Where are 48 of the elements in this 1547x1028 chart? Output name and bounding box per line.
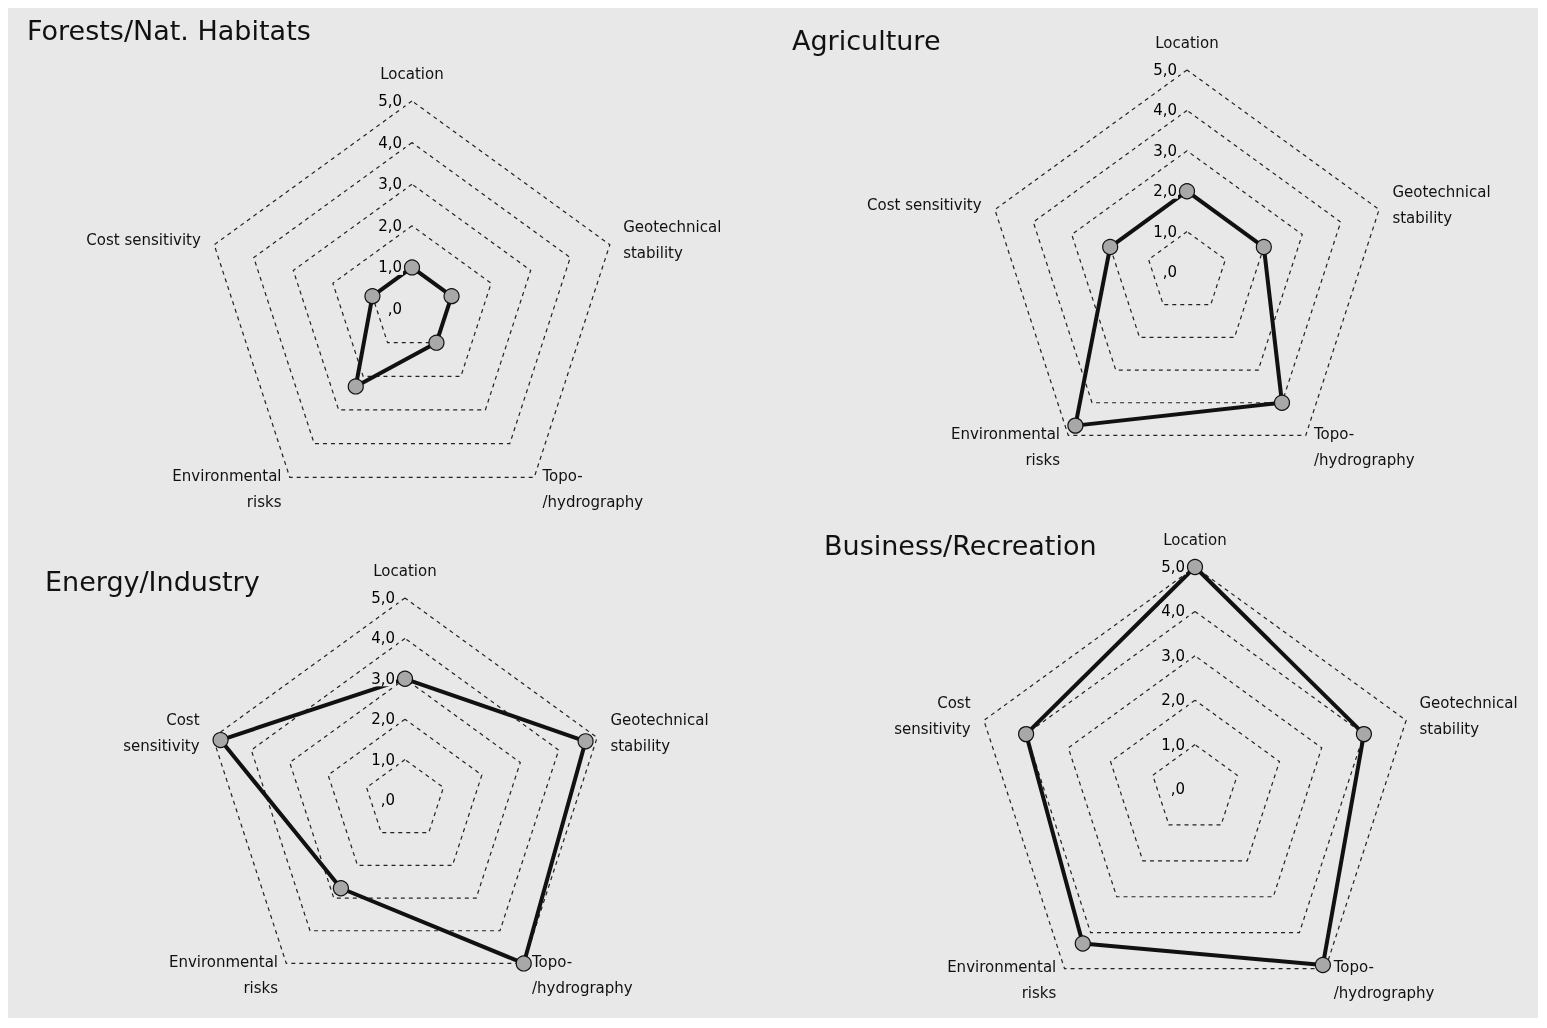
y-tick-label: ,0	[380, 791, 395, 809]
spoke-label: Location	[380, 65, 444, 83]
spoke-label: Environmental risks	[172, 466, 282, 511]
y-tick-label: 3,0	[1153, 141, 1177, 160]
spoke-label: Location	[373, 562, 437, 580]
chart-title: Business/Recreation	[824, 530, 1097, 561]
spoke-label: Geotechnical stability	[610, 711, 709, 756]
y-tick-label: 1,0	[1161, 735, 1185, 754]
y-tick-label: 3,0	[371, 669, 395, 688]
y-tick-label: ,0	[1162, 263, 1177, 281]
y-tick-label: 3,0	[1161, 646, 1185, 665]
spoke-label: Environmental risks	[168, 952, 279, 997]
y-tick-label: 5,0	[1153, 61, 1177, 79]
spoke-label: Topo- /hydrography	[1312, 424, 1415, 469]
spoke-label: Location	[1163, 531, 1227, 549]
y-tick-label: 1,0	[378, 258, 402, 277]
y-tick-label: 1,0	[1153, 222, 1177, 241]
y-tick-label: 3,0	[378, 175, 402, 194]
y-tick-label: 2,0	[378, 216, 402, 235]
spoke-label: Geotechnical stability	[1392, 183, 1491, 228]
spoke-label: Topo- /hydrography	[1332, 957, 1435, 1002]
spoke-label: Environmental risks	[950, 424, 1061, 469]
chart-title: Energy/Industry	[45, 566, 260, 597]
spoke-label: Cost sensitivity	[894, 694, 971, 739]
y-tick-label: ,0	[1170, 780, 1185, 798]
chart-title: Agriculture	[792, 25, 941, 56]
spoke-label: Cost sensitivity	[867, 196, 982, 215]
spoke-label: Geotechnical stability	[623, 218, 722, 263]
spoke-label: Geotechnical stability	[1419, 694, 1518, 739]
spoke-label: Topo- /hydrography	[530, 952, 633, 997]
y-tick-label: 4,0	[371, 629, 395, 648]
spoke-label: Location	[1155, 34, 1219, 52]
y-tick-label: 4,0	[1161, 602, 1185, 621]
y-tick-label: 5,0	[1161, 558, 1185, 576]
y-tick-label: ,0	[387, 300, 402, 318]
y-tick-label: 4,0	[1153, 101, 1177, 120]
y-tick-label: 2,0	[1161, 691, 1185, 710]
y-tick-label: 4,0	[378, 133, 402, 152]
spoke-label: Cost sensitivity	[86, 231, 201, 250]
y-tick-label: 1,0	[371, 750, 395, 769]
chart-title: Forests/Nat. Habitats	[27, 15, 311, 46]
y-tick-label: 5,0	[371, 589, 395, 607]
spoke-label: Topo- /hydrography	[541, 466, 644, 511]
spoke-label: Environmental risks	[947, 957, 1057, 1002]
y-tick-label: 5,0	[378, 92, 402, 110]
y-tick-label: 2,0	[371, 710, 395, 729]
y-tick-label: 2,0	[1153, 182, 1177, 201]
spoke-label: Cost sensitivity	[123, 711, 200, 756]
